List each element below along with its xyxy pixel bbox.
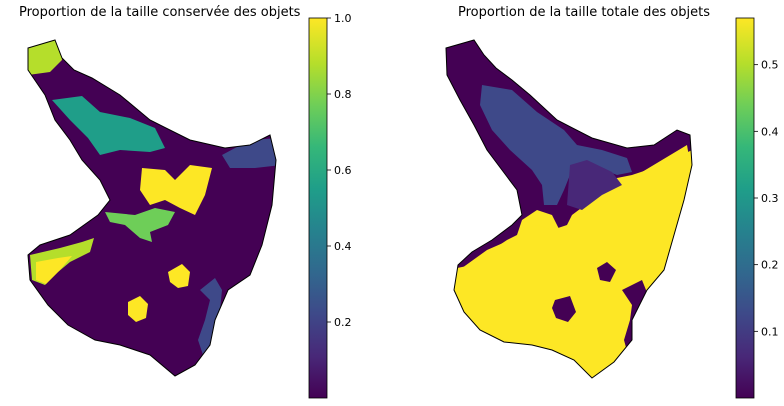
colorbar-tick-label: 0.5	[761, 59, 779, 72]
colorbar-tick-label: 0.4	[761, 125, 779, 138]
colorbar-tick-label: 0.2	[761, 259, 779, 272]
region-center-yellow	[140, 165, 212, 215]
region-pocket-purple-1	[597, 262, 616, 282]
map-panel-left: Proportion de la taille conservée des ob…	[19, 5, 352, 399]
colorbar-tick-label: 0.2	[334, 316, 352, 329]
colorbar-tick-label: 0.3	[761, 192, 779, 205]
choropleth-map-right: 0.1 0.2 0.3 0.4 0.5	[445, 17, 779, 399]
colorbar-tick-label: 1.0	[334, 12, 352, 25]
colorbar-left-bar	[308, 17, 328, 399]
map-title-left: Proportion de la taille conservée des ob…	[19, 5, 301, 20]
region-pocket-2	[128, 296, 148, 322]
region-mid-purple	[567, 160, 622, 210]
colorbar-left: 0.2 0.4 0.6 0.8 1.0	[308, 12, 352, 399]
colorbar-tick-label: 0.6	[334, 164, 352, 177]
region-southeast-arm	[198, 278, 222, 355]
region-pocket-1	[168, 264, 190, 288]
colorbar-tick-label: 0.8	[334, 88, 352, 101]
colorbar-right-bar	[735, 17, 755, 399]
region-east-bar	[222, 138, 276, 168]
region-southwest-yellow	[36, 256, 72, 284]
colorbar-right: 0.1 0.2 0.3 0.4 0.5	[735, 17, 779, 399]
colorbar-tick-label: 0.4	[334, 240, 352, 253]
choropleth-map-left: 0.2 0.4 0.6 0.8 1.0	[27, 12, 352, 399]
map-panel-right: Proportion de la taille totale des objet…	[392, 0, 784, 406]
region-pocket-purple-2	[552, 296, 576, 322]
region-valley-blue	[480, 85, 632, 205]
colorbar-tick-label: 0.1	[761, 325, 779, 338]
map-title-right: Proportion de la taille totale des objet…	[458, 5, 711, 20]
region-center-green	[105, 208, 175, 242]
region-valley-north	[52, 96, 165, 155]
